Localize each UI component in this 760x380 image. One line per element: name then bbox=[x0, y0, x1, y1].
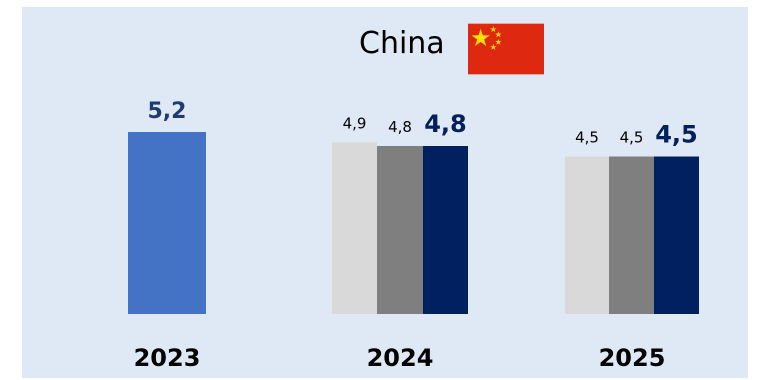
bar-2025-3 bbox=[654, 156, 699, 314]
bar-2024-1 bbox=[332, 142, 377, 314]
bar-2025-1 bbox=[565, 156, 609, 314]
bar-2024-3 bbox=[423, 146, 468, 314]
category-label-2023: 2023 bbox=[134, 344, 201, 372]
bar-2024-2 bbox=[377, 146, 423, 314]
bar-2023-1 bbox=[128, 132, 206, 314]
value-label-2025-2: 4,5 bbox=[620, 129, 644, 147]
value-label-2024-2: 4,8 bbox=[388, 118, 412, 136]
value-label-2023-1: 5,2 bbox=[148, 99, 187, 124]
category-label-2024: 2024 bbox=[367, 344, 434, 372]
chart-title: China bbox=[359, 26, 445, 61]
value-label-2025-3: 4,5 bbox=[655, 121, 698, 149]
category-label-2025: 2025 bbox=[599, 344, 666, 372]
value-label-2025-1: 4,5 bbox=[575, 129, 599, 147]
value-label-2024-1: 4,9 bbox=[343, 115, 367, 133]
china-flag-icon bbox=[468, 23, 544, 75]
bar-2025-2 bbox=[609, 156, 654, 314]
value-label-2024-3: 4,8 bbox=[424, 110, 467, 138]
